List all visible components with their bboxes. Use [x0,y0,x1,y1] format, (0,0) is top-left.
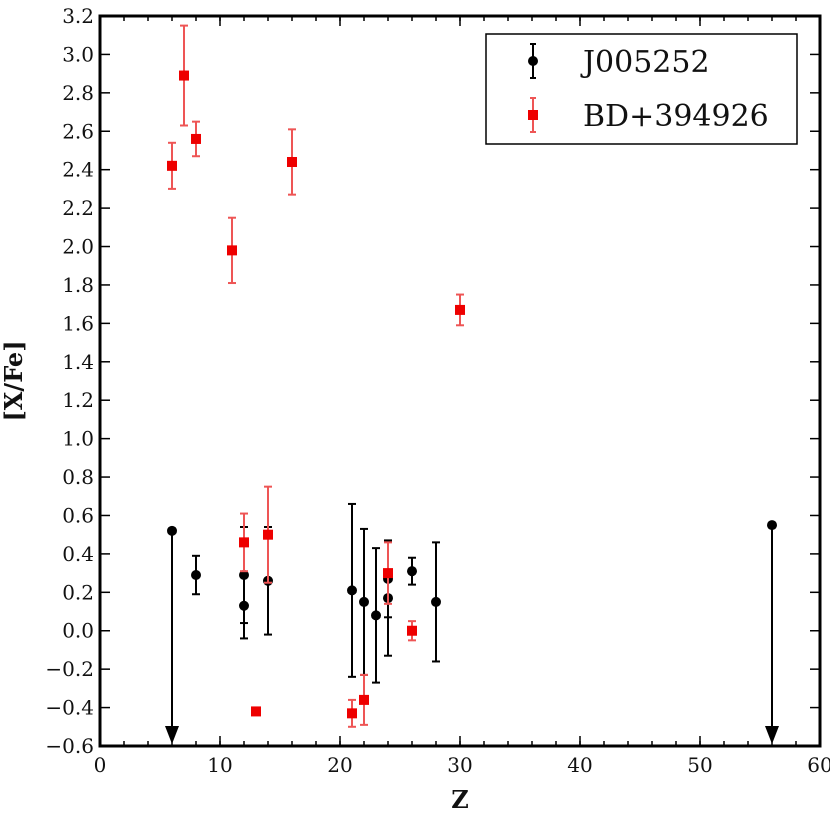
data-point [179,70,189,81]
data-point [383,568,393,579]
data-point [239,600,249,611]
data-point [167,160,177,171]
data-point [359,694,369,705]
data-point [263,529,273,540]
x-axis-label: Z [451,785,469,814]
data-point [167,525,177,536]
data-point [767,520,777,531]
y-tick-label: 1.8 [62,273,94,297]
series-J005252 [165,502,779,744]
y-tick-label: 2.4 [62,158,94,182]
data-point [227,245,237,256]
y-tick-label: 2.0 [62,235,94,259]
legend-label: J005252 [580,45,710,80]
x-tick-label: 10 [207,753,232,777]
y-tick-label: 0.8 [62,465,94,489]
series-BD+394926 [167,24,465,728]
y-tick-label: 0.6 [62,503,94,527]
y-tick-label: 3.0 [62,42,94,66]
y-tick-label: −0.2 [45,657,94,681]
y-tick-label: −0.6 [45,734,94,758]
upper-limit-arrow [165,726,179,744]
data-point [407,566,417,577]
legend-marker [528,56,538,66]
upper-limit-arrow [765,726,779,744]
data-point [287,157,297,167]
legend-label: BD+394926 [583,99,769,134]
x-tick-label: 30 [447,753,472,777]
y-tick-label: 1.6 [62,311,94,335]
data-series [165,24,779,744]
data-point [407,625,417,636]
y-tick-label: 1.2 [62,388,94,412]
ticks: 0 10 20 30 40 50 60 −0.6 −0.4 −0.2 0.0 0.2 0.4 0.6 0.8… [45,4,830,777]
y-tick-label: 0.0 [62,619,94,643]
legend-box [485,33,798,145]
data-point [347,585,357,596]
x-tick-label: 20 [327,753,352,777]
data-point [431,596,441,607]
data-point [347,708,357,719]
data-point [191,570,201,581]
y-tick-label: −0.4 [45,696,94,720]
y-tick-label: 0.4 [62,542,94,566]
data-point [455,304,465,315]
y-tick-label: 2.8 [62,81,94,105]
legend: J005252 BD+394926 [485,33,798,145]
y-axis-label: [X/Fe] [0,340,28,421]
data-point [371,610,381,621]
x-tick-label: 60 [807,753,830,777]
x-tick-label: 50 [687,753,712,777]
data-point [191,133,201,144]
data-point [239,537,249,548]
y-tick-label: 2.2 [62,196,94,220]
y-tick-label: 3.2 [62,4,94,28]
data-point [359,596,369,607]
legend-marker [528,110,538,120]
y-tick-label: 0.2 [62,580,94,604]
y-tick-label: 1.4 [62,350,94,374]
y-tick-label: 1.0 [62,427,94,451]
x-tick-label: 40 [567,753,592,777]
y-tick-label: 2.6 [62,119,94,143]
x-tick-label: 0 [94,753,107,777]
data-point [251,706,261,717]
